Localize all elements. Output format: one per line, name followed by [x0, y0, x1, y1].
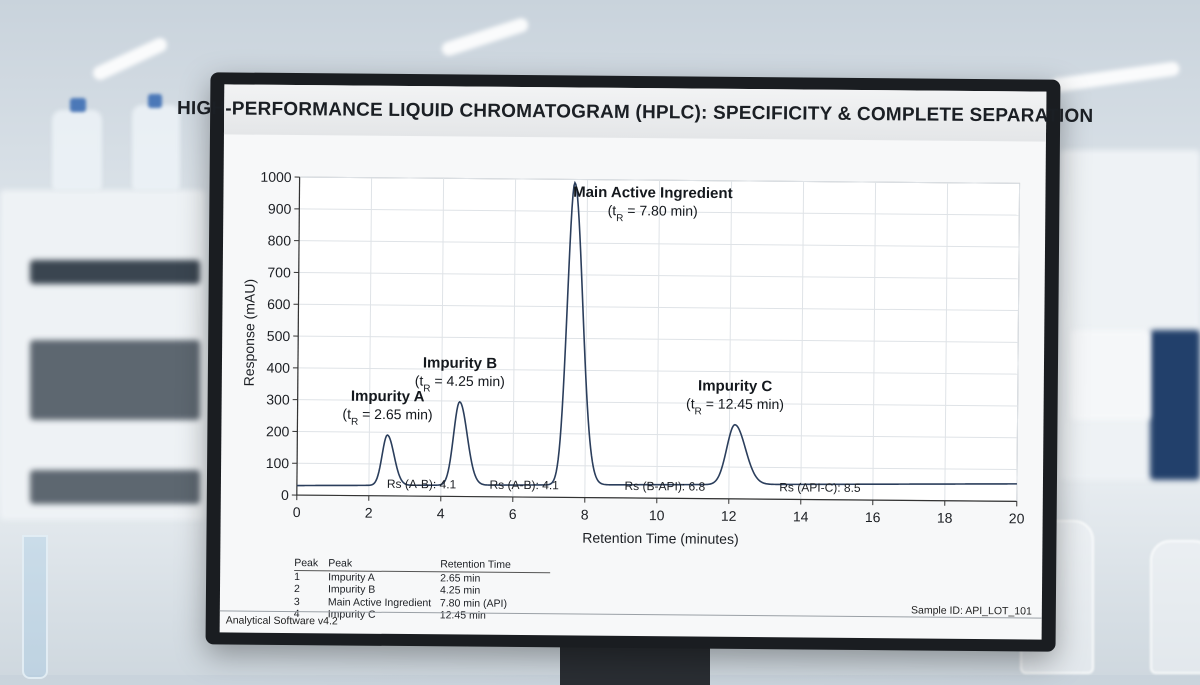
x-tick-label: 6 [509, 506, 517, 522]
y-tick-label: 200 [266, 423, 290, 439]
resolution-label: Rs (B-API): 6.8 [624, 479, 705, 494]
y-tick-label: 700 [267, 264, 291, 280]
software-window: HIGH-PERFORMANCE LIQUID CHROMATOGRAM (HP… [220, 84, 1047, 639]
x-tick-label: 10 [649, 507, 665, 523]
y-tick-label: 100 [266, 455, 290, 471]
table-cell: Impurity A [328, 571, 440, 584]
x-axis-label: Retention Time (minutes) [582, 530, 739, 547]
table-cell: Impurity B [328, 583, 440, 596]
chart-title: HIGH-PERFORMANCE LIQUID CHROMATOGRAM (HP… [177, 98, 1094, 128]
peak-name-label: Impurity A [351, 388, 425, 406]
table-cell: 2.65 min [440, 572, 550, 585]
sample-id: Sample ID: API_LOT_101 [911, 604, 1032, 617]
test-tube-icon [22, 535, 48, 679]
peak-name-label: Main Active Ingredient [573, 184, 733, 202]
x-tick-label: 16 [865, 509, 881, 525]
grid [297, 177, 1020, 501]
y-tick-label: 900 [268, 201, 292, 217]
y-axis-label: Response (mAU) [241, 279, 258, 387]
table-cell: 12.45 min [440, 609, 550, 622]
table-header-cell: Peak [294, 557, 328, 570]
y-tick-label: 500 [267, 328, 291, 344]
table-header-cell: Retention Time [440, 558, 550, 571]
table-cell: Main Active Ingredient [328, 596, 440, 609]
resolution-label: Rs (API-C): 8.5 [779, 480, 861, 495]
resolution-label: Rs (A-B): 4.1 [489, 478, 559, 493]
y-tick-label: 0 [281, 487, 289, 503]
x-tick-label: 14 [793, 508, 809, 524]
x-tick-label: 8 [581, 507, 589, 523]
x-tick-label: 2 [365, 505, 373, 521]
table-cell: 1 [294, 571, 328, 584]
table-cell: 4.25 min [440, 584, 550, 597]
x-tick-label: 4 [437, 505, 445, 521]
chromatogram-chart: 0 100 200 300 400 500 600 700 800 900 1000 0 2 4 6 8 10 1… [220, 134, 1046, 561]
x-tick-label: 20 [1009, 510, 1025, 526]
title-bar: HIGH-PERFORMANCE LIQUID CHROMATOGRAM (HP… [224, 84, 1046, 141]
peak-name-label: Impurity C [698, 377, 772, 395]
table-cell: Impurity C [328, 608, 440, 621]
peak-name-label: Impurity B [423, 355, 497, 373]
y-tick-label: 800 [268, 232, 292, 248]
x-tick-label: 0 [293, 504, 301, 520]
monitor: HIGH-PERFORMANCE LIQUID CHROMATOGRAM (HP… [206, 72, 1061, 651]
monitor-stand [560, 645, 710, 685]
y-tick-label: 600 [267, 296, 291, 312]
x-tick-label: 12 [721, 508, 737, 524]
x-tick-label: 18 [937, 510, 953, 526]
table-cell: 2 [294, 583, 328, 596]
table-header-cell: Peak [328, 557, 440, 570]
flask-icon [1150, 540, 1200, 674]
y-tick-label: 400 [267, 360, 291, 376]
resolution-label: Rs (A-B): 4.1 [387, 477, 457, 492]
table-cell: 7.80 min (API) [440, 597, 550, 610]
y-tick-label: 1000 [260, 169, 291, 185]
software-version: Analytical Software v4.2 [226, 614, 338, 627]
y-tick-label: 300 [266, 391, 290, 407]
table-cell: 3 [294, 596, 328, 609]
